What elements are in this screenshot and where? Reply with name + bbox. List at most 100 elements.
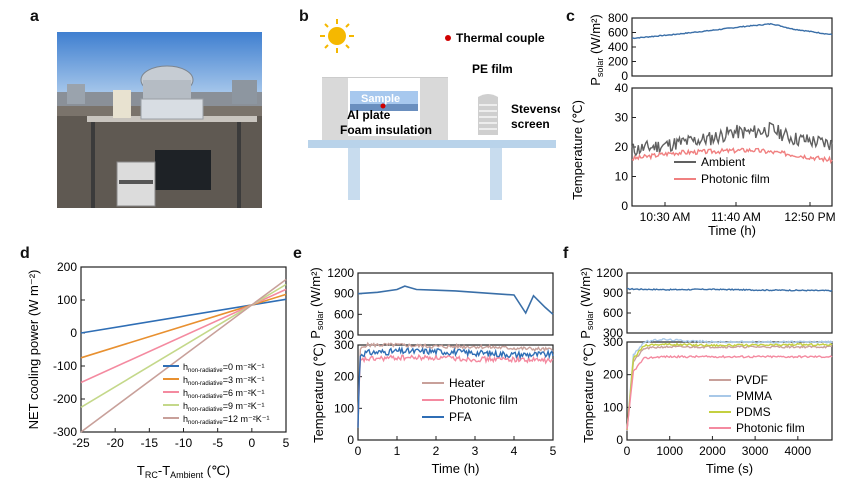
d-ytick-label: -300 [53, 425, 77, 439]
e-top-ytick-label: 900 [334, 287, 354, 301]
e-top-ytick-label: 1200 [327, 266, 354, 280]
f-bottom-xtick-label: 0 [624, 444, 631, 458]
stevenson-label-line2: screen [511, 117, 550, 131]
c-bottom-series-photonic-film [631, 147, 833, 165]
d-ylabel: NET cooling power (W m⁻²) [26, 270, 41, 430]
c-top-ytick-label: 600 [608, 26, 628, 40]
f-top-ylabel: Psolar (W/m²) [578, 267, 595, 339]
sample-layer [350, 91, 418, 104]
d-series-4 [80, 278, 287, 433]
c-bottom-ytick-label: 20 [615, 140, 629, 154]
e-bottom-ytick-label: 200 [334, 370, 354, 384]
d-ytick-label: 200 [57, 260, 77, 274]
d-xtick-label: -15 [141, 436, 159, 450]
c-bottom-ytick-label: 0 [621, 199, 628, 213]
e-bottom-xtick-label: 3 [472, 444, 479, 458]
panel-label-e: e [293, 245, 302, 262]
chart-d: -300 -200 -100 0 100 200 -25 -20 -15 -10 -5 0 5 hnon-… [26, 260, 290, 480]
c-bottom-ytick-label: 40 [615, 81, 629, 95]
f-bottom-ytick-label: 200 [603, 368, 623, 382]
f-top-ytick-label: 300 [603, 326, 623, 340]
f-top-ytick-label: 1200 [596, 266, 623, 280]
f-top-ytick-label: 600 [603, 306, 623, 320]
d-xtick-label: -10 [175, 436, 193, 450]
f-top-frame [626, 272, 833, 334]
stevenson-screen-icon [478, 94, 498, 135]
c-legend-label: Photonic film [701, 172, 770, 186]
table-top [308, 140, 556, 148]
d-xtick-label: -20 [106, 436, 124, 450]
thermal-couple-label: Thermal couple [456, 31, 545, 45]
f-bottom-xtick-label: 1000 [656, 444, 683, 458]
chart-e: 300 600 900 1200 0 100 200 300 0 1 2 3 4 5 Time (h) Tem… [308, 266, 557, 476]
f-bottom-ylabel: Temperature (℃) [581, 343, 596, 443]
al-plate-label: Al plate [347, 108, 391, 122]
e-bottom-xtick-label: 4 [511, 444, 518, 458]
sample-label: Sample [361, 93, 400, 105]
c-top-ytick-label: 200 [608, 55, 628, 69]
f-bottom-series-pvdf [626, 344, 832, 432]
e-bottom-frame [357, 344, 554, 441]
e-bottom-xtick-label: 1 [394, 444, 401, 458]
d-legend-label: hnon-radiative=0 m⁻²K⁻¹ [183, 362, 264, 374]
c-bottom-xtick-label: 11:40 AM [711, 210, 761, 224]
e-bottom-series-pfa [357, 345, 554, 428]
e-legend-label: Photonic film [449, 393, 518, 407]
f-bottom-series-pmma [626, 338, 833, 431]
panel-label-a: a [30, 8, 39, 25]
d-legend-label: hnon-radiative=12 m⁻²K⁻¹ [183, 414, 269, 426]
d-xlabel: TRC-TAmbient (℃) [137, 463, 230, 480]
panel-label-d: d [20, 245, 30, 262]
d-xtick-label: 0 [248, 436, 255, 450]
d-ytick-label: -200 [53, 392, 77, 406]
e-top-frame [357, 272, 554, 336]
e-bottom-series-photonic-film [357, 353, 554, 426]
f-bottom-ytick-label: 300 [603, 335, 623, 349]
f-bottom-ytick-label: 0 [616, 433, 623, 447]
f-bottom-series-pdms [626, 342, 833, 431]
panel-label-f: f [563, 245, 569, 262]
c-bottom-series-ambient [631, 121, 833, 157]
d-xtick-label: -5 [212, 436, 223, 450]
panel-label-b: b [299, 8, 309, 25]
f-legend-label: PMMA [736, 389, 772, 403]
c-top-ytick-label: 400 [608, 40, 628, 54]
c-top-series-solar-power [631, 22, 833, 40]
e-bottom-xtick-label: 2 [433, 444, 440, 458]
table-leg-left [348, 148, 360, 200]
stevenson-label-line1: Stevenson [511, 102, 560, 116]
c-top-frame [631, 17, 833, 77]
f-top-series-solar-power [627, 287, 833, 292]
c-bottom-xtick-label: 12:50 PM [784, 210, 835, 224]
f-bottom-xtick-label: 3000 [742, 444, 769, 458]
d-legend-label: hnon-radiative=3 m⁻²K⁻¹ [183, 375, 264, 387]
e-bottom-ytick-label: 0 [347, 433, 354, 447]
e-bottom-series-heater [357, 341, 554, 428]
e-bottom-xtick-label: 5 [550, 444, 557, 458]
f-bottom-xtick-label: 4000 [784, 444, 811, 458]
e-bottom-ytick-label: 100 [334, 401, 354, 415]
c-bottom-ytick-label: 30 [615, 111, 629, 125]
f-bottom-xtick-label: 2000 [699, 444, 726, 458]
e-top-ytick-label: 300 [334, 328, 354, 342]
f-bottom-ytick-label: 100 [603, 400, 623, 414]
e-top-ylabel: Psolar (W/m²) [308, 267, 325, 339]
e-bottom-ylabel: Temperature (℃) [311, 343, 326, 443]
panel-label-c: c [566, 8, 575, 25]
thermal-couple-dot [445, 35, 451, 41]
d-xtick-label: 5 [283, 436, 290, 450]
c-xlabel: Time (h) [708, 223, 756, 238]
e-top-series-solar-power [357, 285, 554, 315]
c-top-ytick-label: 0 [621, 69, 628, 83]
e-legend-label: PFA [449, 410, 472, 424]
c-bottom-xtick-label: 10:30 AM [640, 210, 691, 224]
d-ytick-label: 100 [57, 293, 77, 307]
d-legend-label: hnon-radiative=6 m⁻²K⁻¹ [183, 388, 264, 400]
sensor-dot [380, 103, 386, 109]
d-xtick-label: -25 [72, 436, 90, 450]
c-top-ylabel: Psolar (W/m²) [588, 14, 605, 86]
d-legend-label: hnon-radiative=9 m⁻²K⁻¹ [183, 401, 264, 413]
f-legend-label: Photonic film [736, 421, 805, 435]
c-bottom-ylabel: Temperature (℃) [570, 100, 585, 200]
